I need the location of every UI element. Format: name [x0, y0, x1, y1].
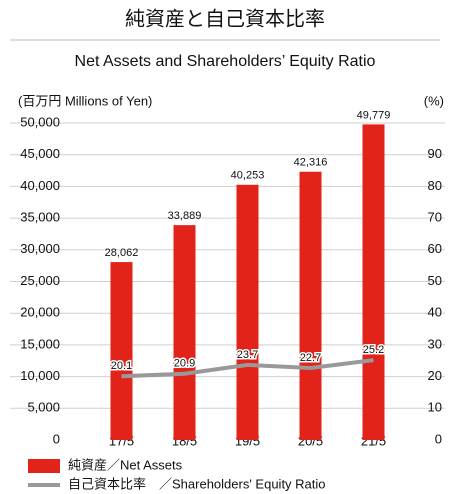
bar-value-label: 40,253	[231, 170, 265, 182]
bar	[362, 124, 385, 441]
legend-label: 自己資本比率 ／Shareholders' Equity Ratio	[68, 476, 326, 491]
y-tick-label: 35,000	[20, 210, 60, 225]
y-tick-label: 45,000	[20, 146, 60, 161]
y2-tick-label: 10	[428, 400, 442, 415]
bar	[299, 171, 322, 440]
line-value-label: 20.1	[111, 360, 132, 372]
y-tick-label: 15,000	[20, 336, 60, 351]
chart-title: 純資産と自己資本比率	[125, 7, 325, 30]
line-value-label: 25.2	[363, 344, 384, 356]
chart-subtitle: Net Assets and Shareholders’ Equity Rati…	[75, 53, 376, 70]
y2-tick-label: 60	[428, 241, 442, 256]
y2-tick-label: 50	[428, 273, 442, 288]
y-tick-label: 50,000	[20, 114, 60, 129]
bar-value-label: 49,779	[357, 109, 391, 121]
legend-label: 純資産／Net Assets	[68, 457, 183, 472]
y-tick-label: 30,000	[20, 241, 60, 256]
bar	[236, 184, 259, 440]
y2-axis-label: (%)	[424, 93, 444, 108]
y2-tick-label: 90	[428, 146, 442, 161]
bar	[173, 225, 196, 440]
y-axis-label: (百万円 Millions of Yen)	[18, 93, 152, 108]
y-tick-label: 5,000	[27, 400, 60, 415]
y-tick-label: 0	[53, 431, 60, 446]
y2-tick-label: 70	[428, 210, 442, 225]
bar-value-label: 42,316	[294, 157, 328, 169]
y-tick-label: 10,000	[20, 368, 60, 383]
bar-value-label: 33,889	[168, 210, 202, 222]
y-tick-label: 40,000	[20, 178, 60, 193]
y-tick-label: 20,000	[20, 305, 60, 320]
bar	[110, 262, 133, 440]
line-value-label: 20.9	[174, 358, 195, 370]
y2-tick-label: 40	[428, 305, 442, 320]
bar-value-label: 28,062	[105, 247, 139, 259]
line-series	[121, 358, 374, 379]
y2-tick-label: 80	[428, 178, 442, 193]
y2-tick-label: 20	[428, 368, 442, 383]
y2-tick-label: 0	[435, 431, 442, 446]
y2-tick-label: 30	[428, 336, 442, 351]
line-value-label: 22.7	[300, 352, 321, 364]
legend-swatch	[28, 459, 60, 473]
y-tick-label: 25,000	[20, 273, 60, 288]
line-value-label: 23.7	[237, 349, 258, 361]
